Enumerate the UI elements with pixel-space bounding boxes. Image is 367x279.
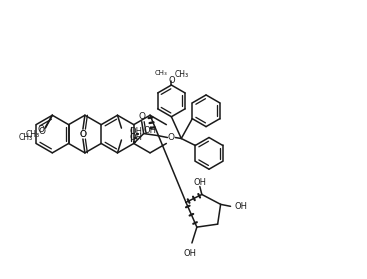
Text: CH₃: CH₃ xyxy=(25,129,40,139)
Text: O: O xyxy=(79,129,86,139)
Text: CH₃: CH₃ xyxy=(155,70,167,76)
Text: CH₃: CH₃ xyxy=(174,70,189,79)
Text: OH: OH xyxy=(143,126,157,135)
Text: O: O xyxy=(38,125,45,134)
Text: OH: OH xyxy=(235,202,247,211)
Text: OH: OH xyxy=(184,249,196,258)
Text: CH₃: CH₃ xyxy=(18,133,33,141)
Text: O: O xyxy=(39,127,46,136)
Text: O: O xyxy=(79,129,86,139)
Text: OH: OH xyxy=(193,178,206,187)
Text: O: O xyxy=(168,76,175,85)
Text: O: O xyxy=(168,133,175,142)
Text: O: O xyxy=(138,112,145,121)
Text: OH: OH xyxy=(129,127,142,136)
Text: OH: OH xyxy=(129,133,142,141)
